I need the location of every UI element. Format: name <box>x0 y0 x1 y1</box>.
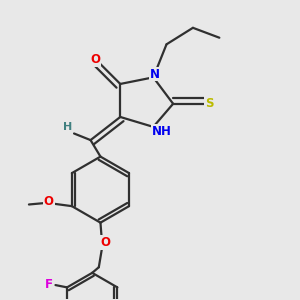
Text: F: F <box>45 278 53 291</box>
Text: O: O <box>44 195 54 208</box>
Text: O: O <box>100 236 110 249</box>
Text: O: O <box>91 53 100 66</box>
Text: S: S <box>205 97 214 110</box>
Text: H: H <box>63 122 72 132</box>
Text: N: N <box>150 68 160 80</box>
Text: NH: NH <box>152 125 172 138</box>
